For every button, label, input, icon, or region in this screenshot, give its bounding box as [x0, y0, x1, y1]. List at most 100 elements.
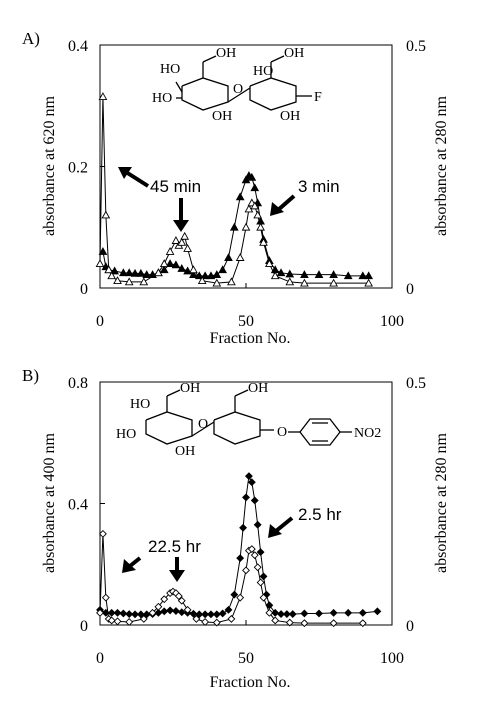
panel-b-series-2-point [212, 618, 221, 627]
panel-b-series-2-point [329, 619, 338, 628]
panel-a-series-2-point [270, 271, 280, 280]
panel-a-series-2-point [189, 265, 198, 274]
panel-a-series-2-point [235, 253, 245, 261]
panel-a-series-2-point [104, 265, 114, 274]
struct-b-label-ho-2: HO [116, 427, 136, 442]
panel-b-series-1-point [288, 610, 297, 619]
panel-b-series-2-point [139, 614, 148, 623]
panel-b-series-1-point [329, 608, 338, 617]
panel-a-series-1-point [118, 268, 128, 277]
panel-a-series-1-point [189, 270, 198, 278]
panel-a-series-2-point [124, 277, 134, 286]
panel-b-series-1-point [236, 554, 245, 563]
struct-a-label-f: F [314, 90, 322, 105]
panel-a-series-2-point [98, 92, 108, 100]
panel-b-x-tick-label: 0 [96, 650, 104, 667]
panel-b-chemical-structure [145, 389, 352, 446]
struct-b-label-o-1: O [198, 417, 208, 432]
struct-a-label-ho-1: HO [160, 62, 180, 77]
panel-b-series-2-point [256, 578, 265, 587]
struct-b-label-oh-3: OH [248, 381, 268, 396]
panel-b-series-1-point [166, 606, 175, 615]
panel-b-series-2-point [253, 563, 262, 572]
panel-a-series-2-point [259, 237, 268, 246]
panel-a-series-2-point [139, 277, 149, 286]
panel-a-series-1-point [285, 269, 295, 278]
panel-a-arrow-down [173, 198, 189, 232]
panel-b-structure-labels: HO OH HO OH O OH O NO2 [116, 381, 381, 459]
panel-a-x-tick-label: 50 [238, 313, 254, 330]
panel-b-arrow-left [122, 556, 142, 573]
struct-b-label-no2: NO2 [354, 426, 381, 441]
struct-a-label-oh-1: OH [216, 46, 236, 61]
panel-a-series-2-point [177, 237, 187, 246]
panel-b-series-2-point [148, 608, 157, 617]
panel-a-series-1-point [124, 268, 134, 277]
struct-b-label-oh-2: OH [175, 444, 195, 459]
panel-b-series-1-point [207, 610, 215, 619]
panel-b-series-1-point [119, 609, 128, 618]
panel-b-series-1-point [253, 520, 262, 529]
panel-a-y-left-tick-label: 0.4 [68, 38, 88, 55]
panel-a-chemical-structure [175, 55, 312, 111]
panel-b-series-1-point [239, 523, 248, 532]
panel-b-series-2-point [242, 566, 250, 575]
panel-a-series-1-point [224, 253, 233, 261]
panel-a-structure-labels: HO OH HO OH O HO OH OH F [152, 46, 322, 124]
panel-a-series-1-point [183, 266, 192, 275]
panel-a-y-left-tick-label: 0.2 [68, 160, 88, 177]
struct-b-label-o-2: O [277, 425, 287, 440]
panel-b-series-2-point [98, 529, 107, 538]
panel-b-series-1-point [189, 609, 198, 618]
struct-b-label-oh-1: OH [180, 381, 200, 396]
struct-a-label-oh-4: OH [280, 109, 300, 124]
panel-b-series-2-point [265, 608, 274, 617]
panel-a-series-2-point [212, 278, 222, 287]
panel-a-y-right-tick-label: 0 [406, 281, 414, 298]
panel-a-ylabel-right: absorbance at 280 nm [433, 95, 450, 236]
panel-b-series-1-point [315, 609, 323, 618]
panel-b-series-1-point [212, 610, 221, 619]
panel-b-series-2-point [183, 605, 192, 614]
panel-a-series [95, 92, 374, 287]
panel-a-arrow-right [270, 194, 296, 216]
panel-a-series-1-point [110, 266, 119, 275]
panel-b-series-1-point [125, 610, 134, 619]
panel-a-series-1-point [206, 271, 216, 280]
panel-b: B) absorbance at 400 nm absorbance at 28… [22, 366, 450, 691]
panel-b-series-1-line [99, 474, 378, 615]
panel-b-series-2-point [174, 592, 183, 601]
panel-a-series-2-point [256, 222, 265, 231]
panel-b-series-1-point [195, 610, 204, 619]
panel-b-series-1-point [300, 609, 309, 618]
panel-b-series-1-point [265, 601, 274, 610]
panel-b-series-1-point [244, 472, 253, 481]
panel-b-series-2-point [201, 618, 210, 626]
panel-b-series-2-point [101, 593, 110, 602]
panel-b-series-1-point [344, 608, 353, 617]
panel-b-arrow-down [169, 557, 185, 582]
panel-b-x-tick-label: 50 [238, 650, 254, 667]
panel-a-series-2-point [364, 278, 374, 287]
panel-a-series-1-point [300, 270, 309, 278]
panel-b-series-1-point [259, 572, 268, 581]
panel-b-y-right-tick-label: 0.5 [406, 375, 426, 392]
panel-a-x-tick-label: 100 [380, 313, 404, 330]
panel-a-series-2-point [107, 271, 117, 280]
panel-b-series-2-point [259, 593, 268, 602]
panel-a-series-1-point [136, 268, 146, 277]
panel-a-series-1-point [343, 271, 353, 280]
panel-a-series-2-point [300, 278, 309, 287]
panel-a-series-2-point [227, 277, 236, 286]
panel-b-series-1-point [282, 610, 291, 619]
struct-b-label-ho-1: HO [130, 397, 150, 412]
panel-a-series-2-point [165, 247, 175, 255]
panel-b-annotation-22-5hr: 22.5 hr [148, 537, 201, 556]
panel-b-series-1-point [271, 608, 280, 617]
panel-b-series-1-point [113, 608, 122, 617]
struct-a-label-o: O [233, 82, 243, 97]
panel-a-series-1-point [358, 271, 368, 280]
panel-b-x-tick-label: 100 [380, 650, 404, 667]
panel-a-series-2-point [154, 268, 163, 277]
panel-b-series-1-point [136, 610, 145, 619]
